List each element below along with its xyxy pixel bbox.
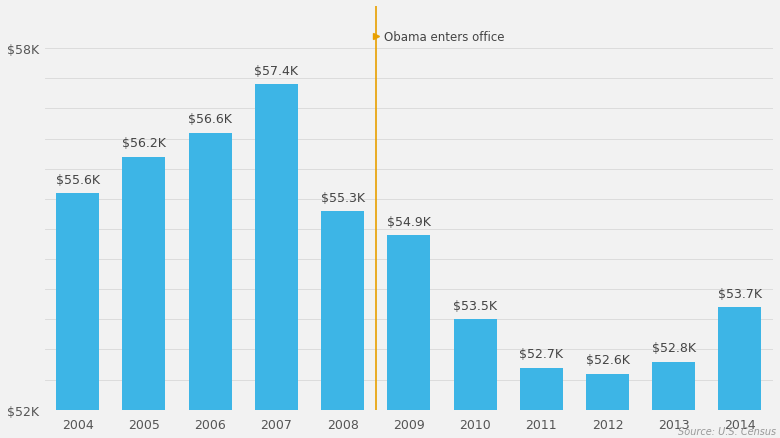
Text: Source: U.S. Census: Source: U.S. Census (678, 426, 776, 436)
Bar (519, 367, 563, 410)
Bar (586, 374, 629, 410)
Text: $55.3K: $55.3K (321, 191, 364, 204)
Bar (388, 235, 431, 410)
Bar (453, 320, 497, 410)
Text: $54.9K: $54.9K (387, 215, 431, 228)
Text: $56.2K: $56.2K (122, 137, 166, 150)
Text: $52.6K: $52.6K (586, 353, 629, 367)
Bar (652, 362, 695, 410)
Bar (718, 307, 761, 410)
Text: $55.6K: $55.6K (55, 173, 100, 186)
Text: Obama enters office: Obama enters office (384, 31, 504, 44)
Bar (189, 133, 232, 410)
Text: $53.5K: $53.5K (453, 300, 497, 312)
Bar (321, 212, 364, 410)
Text: $52.8K: $52.8K (652, 342, 696, 354)
Bar (56, 193, 99, 410)
Bar (122, 157, 165, 410)
Text: $53.7K: $53.7K (718, 287, 762, 300)
Text: $52.7K: $52.7K (519, 347, 563, 360)
Text: $57.4K: $57.4K (254, 65, 299, 78)
Bar (255, 85, 298, 410)
Text: $56.6K: $56.6K (188, 113, 232, 126)
